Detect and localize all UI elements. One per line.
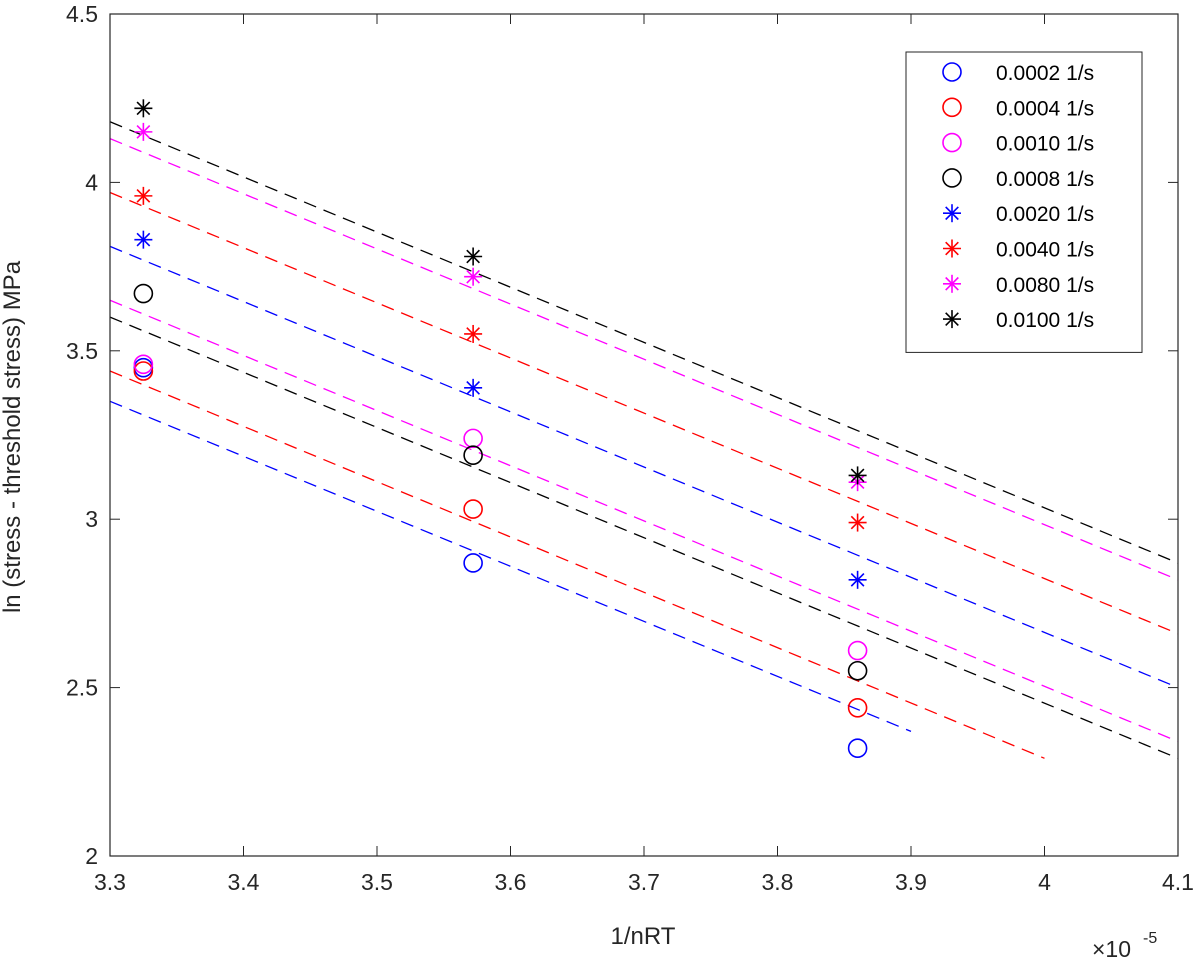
asterisk-stroke bbox=[136, 189, 151, 203]
asterisk-stroke bbox=[945, 276, 959, 291]
y-tick-label: 3.5 bbox=[66, 338, 98, 364]
fit-lines bbox=[109, 121, 1179, 759]
legend-label: 0.0100 1/s bbox=[996, 309, 1094, 332]
legend-marker bbox=[943, 274, 961, 293]
data-point bbox=[464, 247, 483, 266]
asterisk-stroke bbox=[850, 515, 865, 530]
legend-marker bbox=[942, 62, 962, 82]
fit-line bbox=[109, 121, 1179, 564]
data-point bbox=[464, 324, 483, 343]
data-point bbox=[463, 553, 483, 573]
data-point bbox=[848, 570, 867, 589]
asterisk-stroke bbox=[945, 206, 959, 221]
asterisk-stroke bbox=[466, 327, 480, 341]
legend-label: 0.0010 1/s bbox=[996, 133, 1094, 156]
data-point bbox=[134, 99, 153, 118]
data-point bbox=[463, 499, 483, 519]
legend-marker bbox=[942, 132, 962, 153]
legend-label: 0.0020 1/s bbox=[996, 203, 1094, 226]
data-point bbox=[464, 378, 483, 397]
data-point bbox=[847, 698, 868, 718]
legend-marker bbox=[943, 239, 961, 258]
axes: 3.3 3.4 3.5 3.6 3.7 3.8 3.9 4 4.1 2 2.5 3 3.5 4 4.5 bbox=[66, 1, 1194, 895]
x-tick-label: 3.9 bbox=[895, 869, 927, 895]
legend-label: 0.0008 1/s bbox=[996, 168, 1094, 191]
data-point bbox=[133, 283, 154, 304]
fit-line bbox=[109, 316, 1179, 759]
legend-label: 0.0080 1/s bbox=[996, 274, 1094, 297]
legend: 0.0002 1/s 0.0004 1/s 0.0010 1/s 0.0008 1/s… bbox=[905, 51, 1143, 353]
x-tick-label: 4.1 bbox=[1162, 869, 1194, 895]
fit-line bbox=[109, 400, 912, 732]
data-point bbox=[463, 428, 483, 449]
data-point bbox=[464, 267, 483, 286]
data-point bbox=[463, 445, 483, 466]
asterisk-stroke bbox=[850, 468, 865, 483]
x-exponent: ×10 -5 bbox=[1092, 930, 1157, 962]
legend-label: 0.0002 1/s bbox=[996, 62, 1094, 85]
asterisk-stroke bbox=[466, 249, 480, 264]
legend-marker bbox=[942, 168, 962, 188]
data-point bbox=[134, 230, 153, 249]
asterisk-stroke bbox=[466, 269, 480, 284]
x-tick-label: 3.7 bbox=[628, 869, 660, 895]
x-tick-label: 3.6 bbox=[495, 869, 527, 895]
asterisk-stroke bbox=[945, 241, 959, 256]
asterisk-stroke bbox=[466, 380, 480, 395]
asterisk-stroke bbox=[945, 312, 959, 326]
fit-line bbox=[109, 299, 1179, 743]
data-point bbox=[134, 186, 153, 205]
x-exponent-power: -5 bbox=[1143, 930, 1157, 947]
x-tick-label: 3.8 bbox=[762, 869, 794, 895]
asterisk-stroke bbox=[136, 101, 151, 116]
y-tick-label: 4 bbox=[85, 169, 98, 195]
data-point bbox=[848, 466, 867, 485]
data-point bbox=[134, 122, 153, 141]
data-point bbox=[133, 354, 154, 375]
y-tick-label: 2 bbox=[85, 843, 98, 869]
fit-line bbox=[109, 370, 1045, 759]
data-point bbox=[848, 513, 867, 532]
x-tick-label: 3.5 bbox=[361, 869, 393, 895]
legend-marker bbox=[943, 310, 961, 329]
x-tick-label: 4 bbox=[1038, 869, 1051, 895]
y-tick-label: 4.5 bbox=[66, 1, 98, 27]
x-axis-label: 1/nRT bbox=[611, 923, 676, 950]
fit-line bbox=[109, 138, 1179, 581]
fit-line bbox=[109, 191, 1179, 635]
y-axis-label: ln (stress - threshold stress) MPa bbox=[0, 260, 26, 613]
y-tick-label: 3 bbox=[85, 506, 98, 532]
data-point bbox=[847, 738, 868, 759]
asterisk-stroke bbox=[850, 572, 865, 587]
fit-line bbox=[109, 245, 1179, 689]
legend-label: 0.0004 1/s bbox=[996, 97, 1094, 120]
data-markers bbox=[133, 99, 868, 759]
x-exponent-base: ×10 bbox=[1092, 936, 1131, 962]
legend-marker bbox=[942, 97, 962, 118]
asterisk-stroke bbox=[136, 232, 151, 247]
y-tick-label: 2.5 bbox=[66, 675, 98, 701]
x-tick-label: 3.3 bbox=[94, 869, 126, 895]
data-point bbox=[847, 640, 868, 661]
asterisk-stroke bbox=[136, 125, 151, 139]
legend-label: 0.0040 1/s bbox=[996, 239, 1094, 262]
x-tick-label: 3.4 bbox=[228, 869, 260, 895]
data-point bbox=[133, 361, 154, 381]
legend-marker bbox=[943, 204, 961, 223]
data-point bbox=[847, 660, 868, 681]
